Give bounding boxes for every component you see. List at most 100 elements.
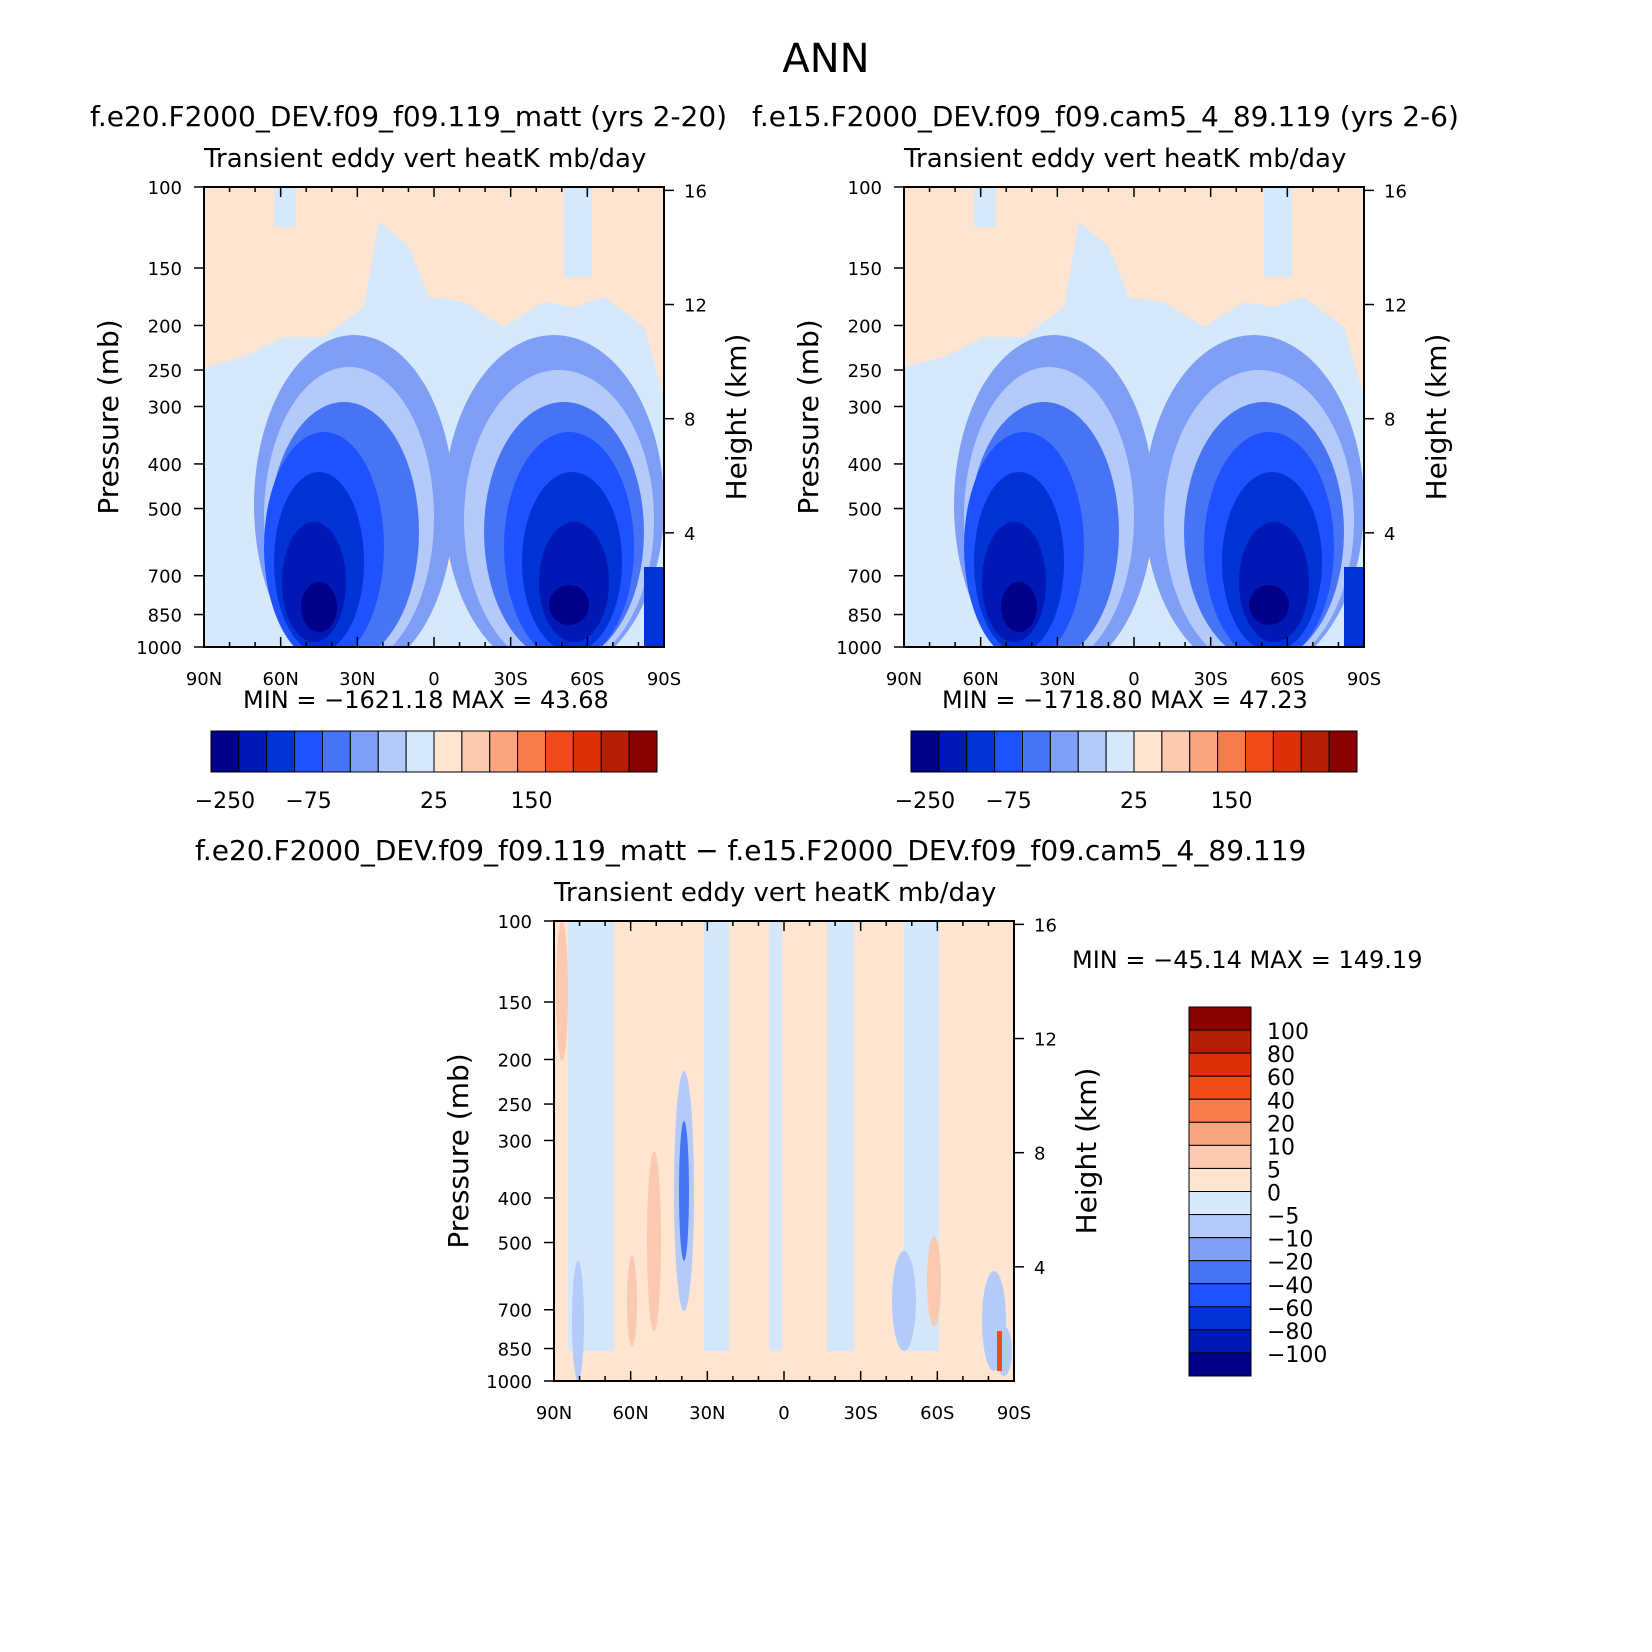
panel1-axes: 90N 60N 30N 0 30S 60S 90S 100 150 200 250 300 400 500… [92, 178, 753, 690]
y-axis-title: Pressure (mb) [792, 319, 825, 514]
colorbar-label: 20 [1267, 1112, 1295, 1137]
sh-level-6 [1249, 585, 1289, 625]
colorbar-label: 0 [1267, 1182, 1281, 1207]
colorbar-swatch [1245, 730, 1274, 773]
colorbar-label: 25 [1120, 789, 1148, 814]
panel1-field [204, 187, 664, 647]
y-tick-label: 150 [848, 259, 882, 280]
colorbar-label: −40 [1267, 1274, 1313, 1299]
pos-blob-0 [556, 921, 568, 1061]
panel1-contours [204, 187, 664, 647]
colorbar-label: −75 [285, 789, 331, 814]
x-tick-label: 60N [962, 669, 998, 690]
y-tick-label: 850 [498, 1340, 532, 1361]
panel1-subtitle: Transient eddy vert heatK mb/day [204, 144, 647, 174]
colorbar-swatch [294, 730, 323, 773]
colorbar-swatch [1188, 1283, 1252, 1308]
colorbar-label: −60 [1267, 1297, 1313, 1322]
colorbar-label: −80 [1267, 1320, 1313, 1345]
colorbar-swatch [1188, 1306, 1252, 1331]
colorbar-swatch [1188, 1260, 1252, 1285]
pos-band-2 [729, 921, 769, 1381]
colorbar-swatch [1188, 1075, 1252, 1100]
x-tick-label: 90N [886, 669, 922, 690]
y-tick-label: 700 [848, 567, 882, 588]
y2-axis-title: Height (km) [720, 334, 753, 501]
panel3-subtitle: Transient eddy vert heatK mb/day [554, 878, 997, 908]
x-tick-label: 60S [920, 1403, 954, 1424]
colorbar-swatch [966, 730, 996, 773]
panel2-colorbar: −250 −75 25 150 [895, 730, 1358, 814]
colorbar-swatch [1217, 730, 1246, 773]
panel2-subtitle: Transient eddy vert heatK mb/day [904, 144, 1347, 174]
x-tick-label: 30N [689, 1403, 725, 1424]
colorbar-swatch [938, 730, 968, 773]
x-tick-label: 90S [647, 669, 681, 690]
x-tick-label: 30S [843, 1403, 877, 1424]
x-tick-label: 90N [186, 669, 222, 690]
x-tick-label: 90S [997, 1403, 1031, 1424]
colorbar-label: 10 [1267, 1135, 1295, 1160]
colorbar-swatch [600, 730, 630, 773]
colorbar-label: 25 [420, 789, 448, 814]
colorbar-swatch [1188, 1052, 1252, 1077]
colorbar-label: −250 [895, 789, 955, 814]
y2-tick-label: 12 [1034, 1030, 1057, 1051]
colorbar-swatch [1328, 730, 1358, 773]
panel1-title: f.e20.F2000_DEV.f09_f09.119_matt (yrs 2-… [90, 100, 728, 133]
y2-tick-label: 8 [1384, 410, 1395, 431]
colorbar-label: 5 [1267, 1158, 1281, 1183]
pos-gap-2 [1264, 187, 1292, 277]
y-tick-label: 300 [148, 397, 182, 418]
colorbar-swatch [1188, 1329, 1252, 1354]
panel3-contours [554, 921, 1014, 1381]
colorbar-label: 150 [511, 789, 553, 814]
colorbar-swatch [405, 730, 435, 773]
y-tick-label: 1000 [136, 638, 182, 659]
y-tick-label: 700 [498, 1301, 532, 1322]
panel2-stats: MIN = −1718.80 MAX = 47.23 [942, 686, 1308, 714]
colorbar-swatch [1188, 1144, 1252, 1169]
x-tick-label: 30N [1039, 669, 1075, 690]
colorbar-swatch [461, 730, 491, 773]
pos-blob-3 [927, 1236, 941, 1326]
sh-level-6 [549, 585, 589, 625]
panel1-stats: MIN = −1621.18 MAX = 43.68 [243, 686, 609, 714]
pos-gap-1 [274, 187, 296, 227]
colorbar-swatch [1188, 1214, 1252, 1239]
y2-tick-label: 4 [684, 524, 695, 545]
colorbar-swatch [1049, 730, 1079, 773]
colorbar-swatch [994, 730, 1023, 773]
colorbar-swatch [1188, 1352, 1252, 1377]
pos-blob-1 [647, 1151, 661, 1331]
x-tick-label: 0 [428, 669, 439, 690]
colorbar-label: −10 [1267, 1228, 1313, 1253]
panel3-title: f.e20.F2000_DEV.f09_f09.119_matt − f.e15… [195, 834, 1307, 867]
colorbar-label: −5 [1267, 1205, 1299, 1230]
y2-tick-label: 16 [684, 181, 707, 202]
colorbar-swatch [1300, 730, 1330, 773]
colorbar-label: 80 [1267, 1043, 1295, 1068]
y-tick-label: 400 [848, 455, 882, 476]
colorbar-swatch [1077, 730, 1107, 773]
y-tick-label: 500 [148, 500, 182, 521]
colorbar-label: −20 [1267, 1251, 1313, 1276]
y-tick-label: 200 [498, 1050, 532, 1071]
colorbar-swatch [210, 730, 240, 773]
y-tick-label: 100 [498, 912, 532, 933]
colorbar-swatch [1188, 1237, 1252, 1262]
x-tick-label: 0 [1128, 669, 1139, 690]
y-tick-label: 100 [848, 178, 882, 199]
y2-tick-label: 16 [1384, 181, 1407, 202]
colorbar-swatch [1188, 1006, 1252, 1031]
pos-blob-2 [627, 1256, 637, 1346]
y-tick-label: 850 [148, 606, 182, 627]
colorbar-swatch [910, 730, 940, 773]
colorbar-swatch [433, 730, 463, 773]
colorbar-swatch [1188, 1029, 1252, 1054]
y-axis-title: Pressure (mb) [442, 1053, 475, 1248]
colorbar-swatch [572, 730, 602, 773]
colorbar-swatch [1189, 730, 1219, 773]
y2-tick-label: 8 [684, 410, 695, 431]
